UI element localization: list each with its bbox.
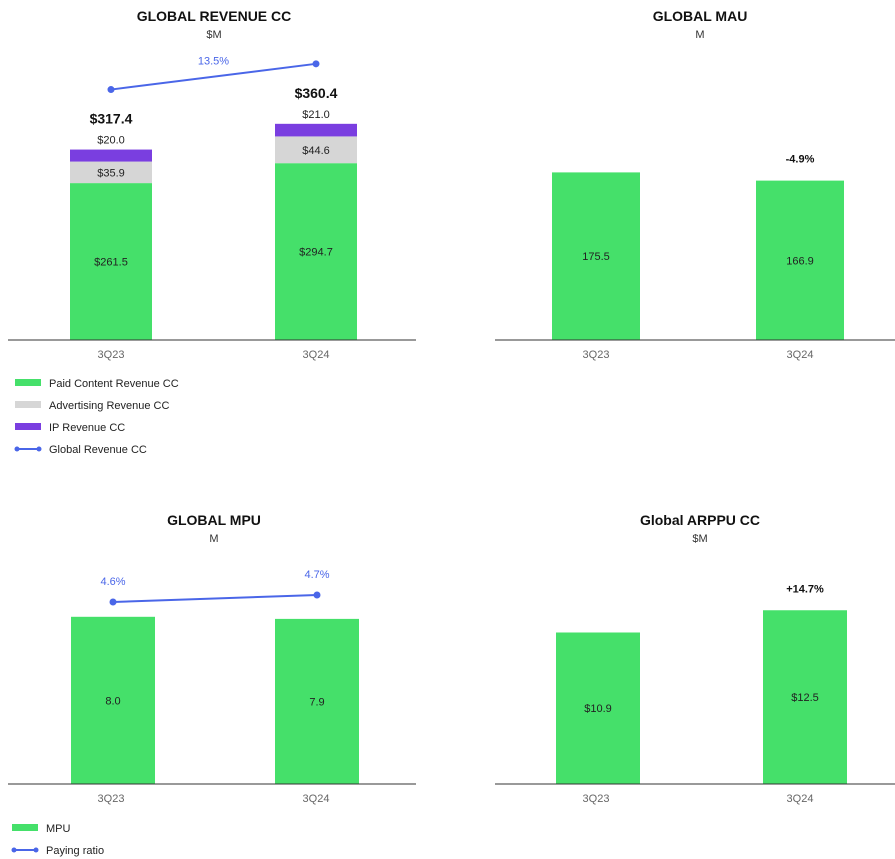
mpu-title: GLOBAL MPU (167, 512, 261, 528)
mau-x-tick: 3Q24 (787, 349, 814, 361)
legend-swatch (15, 379, 41, 386)
legend-label: IP Revenue CC (49, 422, 125, 434)
legend-label: Paying ratio (46, 845, 104, 857)
mau-subtitle: M (695, 29, 704, 41)
legend-swatch (12, 824, 38, 831)
revenue-segment-label: $20.0 (97, 135, 125, 147)
mpu-bar-label: 8.0 (105, 695, 120, 707)
legend-swatch (15, 401, 41, 408)
revenue-title: GLOBAL REVENUE CC (137, 8, 292, 24)
mau-x-tick: 3Q23 (583, 349, 610, 361)
paying-ratio-label: 4.6% (100, 576, 125, 588)
revenue-growth-line (110, 62, 317, 91)
revenue-bar-segment (70, 161, 152, 184)
arppu-bar (763, 610, 847, 784)
mau-change-label: -4.9% (786, 154, 815, 166)
revenue-legend: Paid Content Revenue CC Advertising Reven… (14, 378, 179, 456)
revenue-bar-segment (275, 136, 357, 164)
revenue-x-tick: 3Q23 (98, 349, 125, 361)
revenue-x-tick: 3Q24 (303, 349, 330, 361)
revenue-total-label: $317.4 (90, 111, 133, 127)
revenue-chart: GLOBAL REVENUE CC $M $261.5 $35.9 $20.0 $31… (8, 8, 416, 456)
arppu-change-label: +14.7% (786, 583, 824, 595)
mau-bar (756, 180, 844, 340)
legend-label: Advertising Revenue CC (49, 400, 170, 412)
mpu-x-tick: 3Q23 (98, 793, 125, 805)
revenue-bar-segment (70, 149, 152, 162)
mau-chart: GLOBAL MAU M 175.5 166.9 -4.9% 3Q23 3Q24 (495, 8, 895, 361)
legend-line-dot (11, 847, 17, 853)
arppu-x-tick: 3Q24 (787, 793, 814, 805)
mpu-bar-label: 7.9 (309, 696, 324, 708)
legend-swatch (15, 423, 41, 430)
revenue-bar-segment (70, 183, 152, 340)
arppu-subtitle: $M (692, 533, 707, 545)
arppu-bars: $10.9 $12.5 +14.7% (556, 583, 847, 784)
mpu-legend: MPU Paying ratio (11, 823, 104, 857)
paying-ratio-label: 4.7% (304, 569, 329, 581)
mau-bar-label: 166.9 (786, 255, 814, 267)
revenue-bar-segment (275, 123, 357, 137)
mau-bars: 175.5 166.9 -4.9% (552, 154, 844, 340)
paying-ratio-point (109, 598, 117, 606)
legend-line-dot (36, 446, 42, 452)
legend-label: MPU (46, 823, 71, 835)
revenue-segment-label: $35.9 (97, 167, 125, 179)
mpu-chart: GLOBAL MPU M 8.0 7.9 4.6% 4.7% 3Q23 3Q24 MP… (8, 512, 416, 857)
arppu-title: Global ARPPU CC (640, 512, 760, 528)
arppu-bar (556, 632, 640, 784)
revenue-bars: $261.5 $35.9 $20.0 $317.4 $294.7 $44.6 $21.0 $3… (70, 56, 357, 340)
mpu-x-tick: 3Q24 (303, 793, 330, 805)
mpu-subtitle: M (209, 533, 218, 545)
legend-line-dot (14, 446, 20, 452)
revenue-segment-label: $261.5 (94, 257, 128, 269)
revenue-subtitle: $M (206, 29, 221, 41)
revenue-total-label: $360.4 (295, 85, 338, 101)
legend-label: Global Revenue CC (49, 444, 147, 456)
legend-line-dot (33, 847, 39, 853)
legend-label: Paid Content Revenue CC (49, 378, 179, 390)
arppu-x-tick: 3Q23 (583, 793, 610, 805)
mpu-bar (71, 616, 155, 784)
mau-bar (552, 172, 640, 340)
paying-ratio-point (313, 591, 321, 599)
revenue-growth-label: 13.5% (198, 56, 229, 68)
revenue-bar-segment (275, 163, 357, 340)
revenue-growth-point (312, 60, 320, 68)
paying-ratio-line (112, 594, 318, 603)
revenue-segment-label: $294.7 (299, 247, 333, 259)
arppu-chart: Global ARPPU CC $M $10.9 $12.5 +14.7% 3Q23… (495, 512, 895, 805)
arppu-bar-label: $12.5 (791, 692, 819, 704)
revenue-segment-label: $21.0 (302, 109, 330, 121)
revenue-segment-label: $44.6 (302, 145, 330, 157)
revenue-growth-point (107, 86, 115, 94)
mpu-bars: 8.0 7.9 4.6% 4.7% (71, 569, 359, 784)
arppu-bar-label: $10.9 (584, 703, 612, 715)
mau-bar-label: 175.5 (582, 251, 610, 263)
mau-title: GLOBAL MAU (653, 8, 748, 24)
mpu-bar (275, 618, 359, 784)
